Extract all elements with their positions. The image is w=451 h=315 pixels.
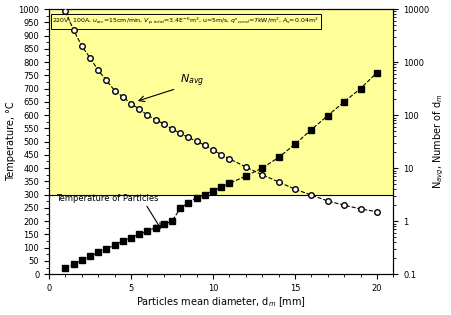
Text: Temperature of Particles: Temperature of Particles [56, 194, 158, 203]
Y-axis label: N$_{avg}$, Number of d$_m$: N$_{avg}$, Number of d$_m$ [431, 94, 446, 189]
Text: $N_{avg}$: $N_{avg}$ [179, 73, 204, 89]
Text: 220V, 100A, $u_{arc}$=15cm/min, $V_{p,total}$=3.4E$^{-6}$m$^3$, u=5m/s, $q''_{co: 220V, 100A, $u_{arc}$=15cm/min, $V_{p,to… [52, 16, 318, 27]
Bar [49, 195, 392, 274]
X-axis label: Particles mean diameter, d$_m$ [mm]: Particles mean diameter, d$_m$ [mm] [136, 296, 305, 309]
Y-axis label: Temperature, °C: Temperature, °C [5, 102, 15, 181]
